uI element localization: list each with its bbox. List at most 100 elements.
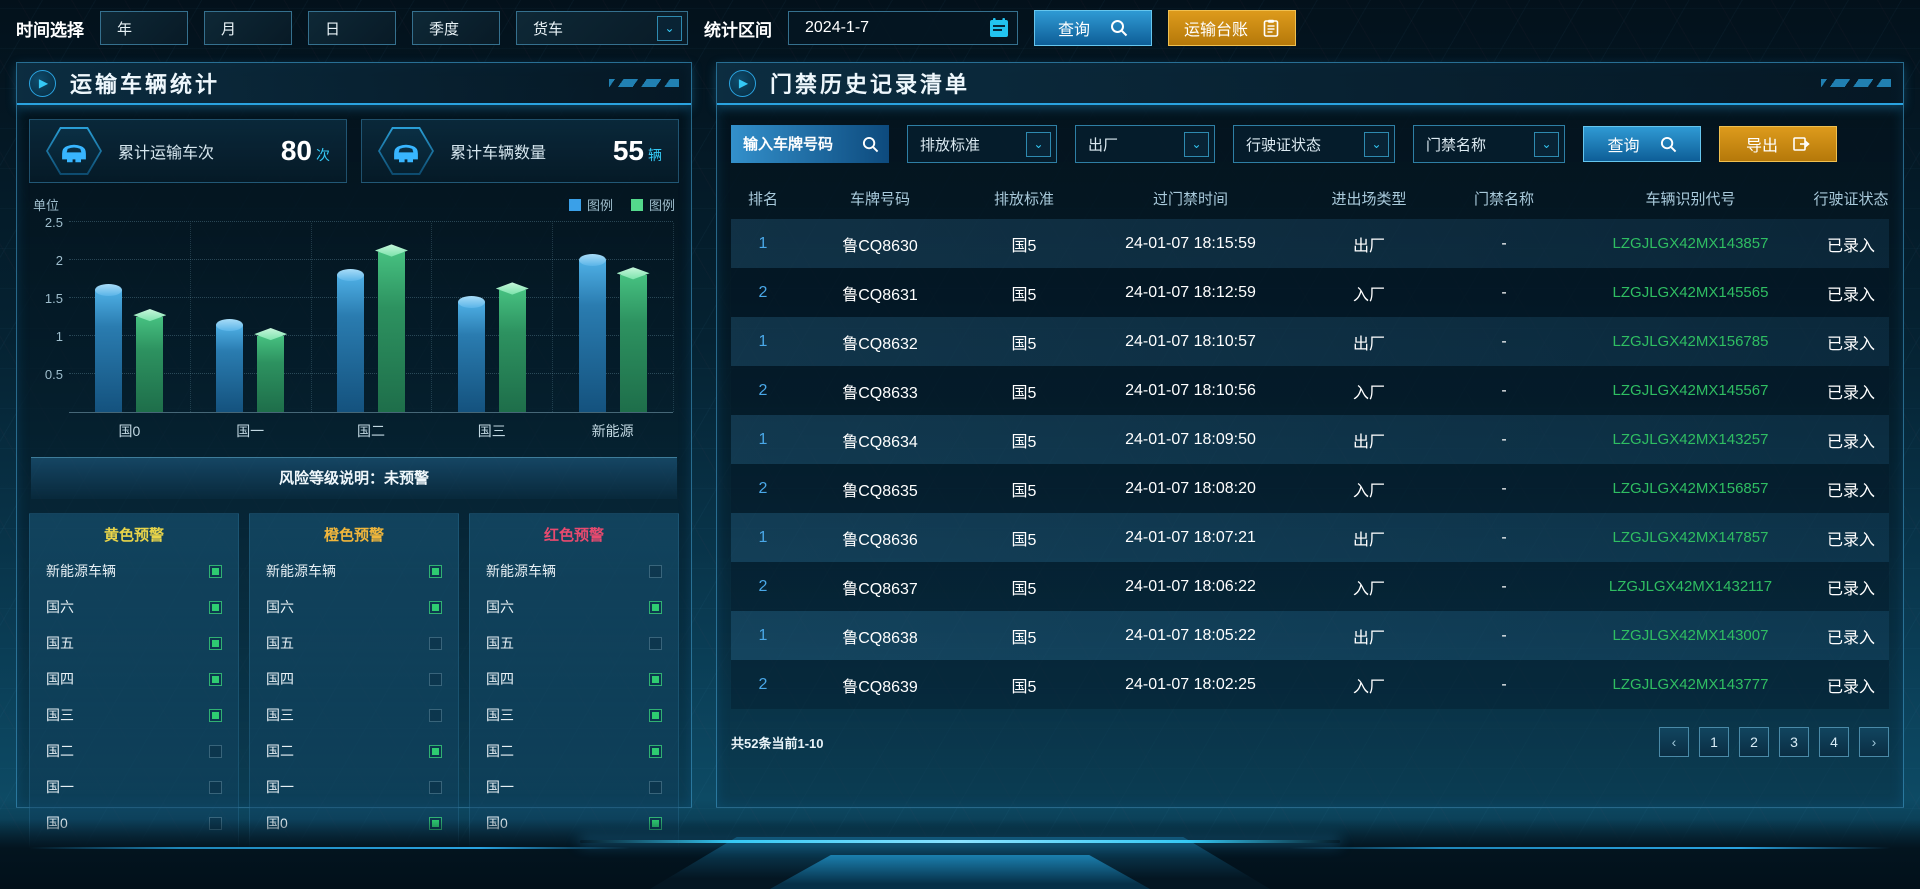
warning-checkbox[interactable] bbox=[429, 600, 442, 614]
record-count-summary: 共52条当前1-10 bbox=[731, 735, 824, 751]
warning-checkbox[interactable] bbox=[429, 708, 442, 722]
warning-checkbox[interactable] bbox=[649, 708, 662, 722]
bar-series0-1 bbox=[216, 318, 244, 412]
warning-checkbox[interactable] bbox=[209, 744, 222, 758]
export-button-label: 导出 bbox=[1745, 138, 1778, 155]
column-header: 排名 bbox=[747, 190, 778, 208]
cell-gate-name: - bbox=[1501, 675, 1507, 693]
transport-ledger-button[interactable]: 运输台账 bbox=[1168, 10, 1296, 46]
warning-checkbox[interactable] bbox=[429, 672, 442, 686]
cell-gate-name: - bbox=[1501, 577, 1507, 595]
chart-unit-label: 单位 bbox=[33, 198, 60, 213]
x-axis-label: 国二 bbox=[356, 423, 385, 439]
prev-page-button[interactable]: ‹ bbox=[1659, 727, 1689, 757]
warning-checkbox[interactable] bbox=[209, 564, 222, 578]
warning-item-label: 国一 bbox=[486, 779, 514, 795]
plate-search-input[interactable] bbox=[743, 135, 856, 153]
warning-checkbox[interactable] bbox=[429, 564, 442, 578]
warning-checkbox[interactable] bbox=[429, 780, 442, 794]
bar-cap bbox=[216, 318, 244, 331]
chart-gridline bbox=[69, 221, 673, 222]
legend-swatch bbox=[568, 198, 581, 211]
filter-query-button[interactable]: 查询 bbox=[1583, 126, 1701, 162]
bar-cap bbox=[133, 309, 167, 322]
page-button-1[interactable]: 1 bbox=[1699, 727, 1729, 757]
bar-series1-4 bbox=[616, 267, 650, 412]
footer-center-inner-shape bbox=[770, 855, 1150, 889]
bar-group-3 bbox=[431, 223, 552, 412]
cell-gate-time: 24-01-07 18:10:57 bbox=[1125, 332, 1256, 350]
search-icon[interactable] bbox=[862, 136, 879, 153]
filter-bar: 排放标准 ⌄ 出厂 ⌄ 行驶证状态 ⌄ 门禁名称 ⌄ 查询 导出 bbox=[717, 105, 1903, 175]
cell-license-status: 已录入 bbox=[1826, 482, 1875, 500]
cell-inout-type: 出厂 bbox=[1352, 433, 1385, 451]
warning-item-label: 新能源车辆 bbox=[46, 563, 116, 579]
date-range-input[interactable]: 2024-1-7 bbox=[788, 11, 1018, 45]
export-button[interactable]: 导出 bbox=[1719, 126, 1837, 162]
footer-decoration bbox=[0, 819, 1920, 889]
page-button-2[interactable]: 2 bbox=[1739, 727, 1769, 757]
cell-gate-name: - bbox=[1501, 479, 1507, 497]
cell-emission: 国5 bbox=[1011, 580, 1037, 598]
next-page-button[interactable]: › bbox=[1859, 727, 1889, 757]
warning-checkbox[interactable] bbox=[209, 600, 222, 614]
ledger-button-label: 运输台账 bbox=[1183, 22, 1248, 39]
warning-item: 国二 bbox=[486, 733, 662, 769]
warning-checkbox[interactable] bbox=[649, 600, 662, 614]
chart-bar-groups bbox=[69, 223, 673, 412]
warning-checkbox[interactable] bbox=[649, 744, 662, 758]
page-button-3[interactable]: 3 bbox=[1779, 727, 1809, 757]
warning-checkbox[interactable] bbox=[649, 564, 662, 578]
time-button-2[interactable]: 日 bbox=[308, 11, 396, 45]
stat-label: 累计车辆数量 bbox=[450, 145, 547, 162]
cell-gate-time: 24-01-07 18:07:21 bbox=[1125, 528, 1256, 546]
table-row: 1 鲁CQ8632 国5 24-01-07 18:10:57 出厂 - LZGJLGX42M… bbox=[731, 317, 1889, 366]
page-button-4[interactable]: 4 bbox=[1819, 727, 1849, 757]
bar-cap bbox=[254, 328, 288, 341]
time-button-group: 年月日季度 bbox=[100, 11, 500, 45]
y-axis-tick-label: 0.5 bbox=[44, 367, 63, 382]
cell-plate: 鲁CQ8638 bbox=[842, 629, 918, 647]
pagination: ‹ 1 2 3 4 › bbox=[1659, 727, 1889, 757]
cell-rank: 2 bbox=[758, 283, 768, 301]
warning-item-label: 国一 bbox=[46, 779, 74, 795]
warning-checkbox[interactable] bbox=[649, 672, 662, 686]
time-button-0[interactable]: 年 bbox=[100, 11, 188, 45]
warning-item: 国二 bbox=[46, 733, 222, 769]
warning-checkbox[interactable] bbox=[209, 672, 222, 686]
warning-checkbox[interactable] bbox=[429, 636, 442, 650]
stat-label: 累计运输车次 bbox=[118, 145, 215, 162]
query-button[interactable]: 查询 bbox=[1034, 10, 1152, 46]
warning-checkbox[interactable] bbox=[649, 636, 662, 650]
filter-dropdown-2[interactable]: 行驶证状态 ⌄ bbox=[1233, 125, 1395, 163]
time-button-1[interactable]: 月 bbox=[204, 11, 292, 45]
filter-dropdown-3[interactable]: 门禁名称 ⌄ bbox=[1413, 125, 1565, 163]
stat-card-vehicles: 累计车辆数量 55 辆 bbox=[361, 119, 679, 183]
cell-gate-name: - bbox=[1501, 381, 1507, 399]
warning-item: 国四 bbox=[486, 661, 662, 697]
calendar-icon bbox=[987, 16, 1011, 40]
warning-checkbox[interactable] bbox=[209, 708, 222, 722]
vehicle-type-select[interactable]: 货车 ⌄ bbox=[516, 11, 688, 45]
warning-item: 国三 bbox=[486, 697, 662, 733]
legend-label: 图例 bbox=[586, 198, 613, 213]
cell-gate-name: - bbox=[1501, 332, 1507, 350]
warning-checkbox[interactable] bbox=[209, 780, 222, 794]
table-header: 排名 车牌号码 排放标准 过门禁时间 进出场类型 门禁名称 车辆识别代号 行驶证状态 bbox=[731, 177, 1889, 219]
cell-plate: 鲁CQ8635 bbox=[842, 482, 918, 500]
warning-checkbox[interactable] bbox=[209, 636, 222, 650]
dropdown-label: 行驶证状态 bbox=[1246, 136, 1322, 154]
warning-checkbox[interactable] bbox=[649, 780, 662, 794]
cell-license-status: 已录入 bbox=[1826, 237, 1875, 255]
bar-series1-3 bbox=[495, 282, 529, 412]
filter-dropdown-1[interactable]: 出厂 ⌄ bbox=[1075, 125, 1215, 163]
chevron-down-icon: ⌄ bbox=[1534, 131, 1559, 157]
cell-gate-name: - bbox=[1501, 528, 1507, 546]
warning-item: 国一 bbox=[486, 769, 662, 805]
filter-dropdown-0[interactable]: 排放标准 ⌄ bbox=[907, 125, 1057, 163]
bar-series0-4 bbox=[578, 254, 606, 412]
warning-checkbox[interactable] bbox=[429, 744, 442, 758]
stat-unit: 次 bbox=[316, 147, 330, 163]
time-button-3[interactable]: 季度 bbox=[412, 11, 500, 45]
topbar: 时间选择 年月日季度 货车 ⌄ 统计区间 2024-1-7 查询 运输台账 bbox=[0, 0, 1920, 48]
